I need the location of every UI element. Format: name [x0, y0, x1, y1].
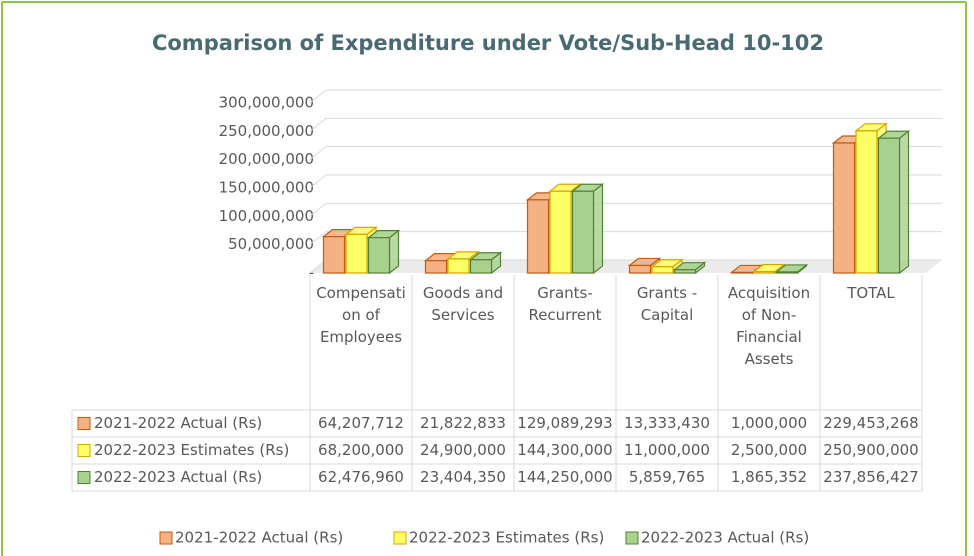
category-cell: Grants - Capital — [636, 284, 698, 324]
table-value: 11,000,000 — [624, 441, 710, 459]
table-value: 1,865,352 — [731, 468, 807, 486]
bar-front — [447, 258, 470, 274]
row-label: 2022-2023 Actual (Rs) — [94, 468, 262, 486]
table-value: 23,404,350 — [420, 468, 506, 486]
table-value: 2,500,000 — [731, 441, 807, 459]
category-cell: Acquisition of Non-Financial Assets — [727, 284, 811, 368]
table-value: 129,089,293 — [517, 414, 612, 432]
bar — [366, 229, 401, 275]
category-cell: Goods and Services — [422, 284, 504, 324]
bar-front — [730, 271, 754, 274]
bar-front — [549, 190, 572, 274]
table-value: 24,900,000 — [420, 441, 506, 459]
x-tick-label: Goods and Services — [422, 284, 504, 324]
legend-key — [625, 531, 639, 545]
legend-label: 2022-2023 Estimates (Rs) — [409, 529, 604, 547]
chart-title: Comparison of Expenditure under Vote/Sub… — [152, 31, 824, 55]
table-value: 62,476,960 — [318, 468, 404, 486]
legend-key — [77, 444, 91, 457]
bar-front — [345, 233, 368, 274]
bar-front — [628, 264, 652, 274]
bar-front — [832, 142, 856, 274]
x-tick-label: Acquisition of Non-Financial Assets — [727, 284, 811, 368]
bar-front — [775, 271, 799, 274]
bar-front — [469, 259, 493, 274]
category-cell: TOTAL — [847, 284, 895, 302]
bar — [876, 129, 911, 275]
table-value: 1,000,000 — [731, 414, 807, 432]
bar — [774, 263, 809, 275]
grid-line — [309, 231, 942, 246]
bar-side — [592, 183, 604, 275]
bar-front — [526, 199, 550, 274]
category-cell: Compensation of Employees — [316, 284, 406, 346]
bar-front — [673, 269, 697, 274]
legend-key — [159, 531, 173, 545]
y-tick-label: 200,000,000 — [219, 150, 314, 168]
grid-line — [309, 146, 942, 161]
table-value: 21,822,833 — [420, 414, 506, 432]
table-value: 68,200,000 — [318, 441, 404, 459]
y-tick-label: 250,000,000 — [219, 122, 314, 140]
x-tick-label: Grants-Recurrent — [528, 284, 602, 324]
bar — [570, 183, 605, 275]
bar-front — [651, 266, 674, 274]
legend-label: 2022-2023 Actual (Rs) — [641, 529, 809, 547]
table-value: 64,207,712 — [318, 414, 404, 432]
grid-line — [309, 202, 942, 217]
bar-front — [367, 236, 391, 274]
table-value: 13,333,430 — [624, 414, 710, 432]
legend-label: 2021-2022 Actual (Rs) — [175, 529, 343, 547]
grid-line — [309, 89, 942, 104]
category-cell: Grants-Recurrent — [528, 284, 602, 324]
legend-key — [393, 531, 407, 545]
bar-side — [898, 129, 910, 275]
grid-line — [309, 117, 942, 132]
x-tick-label: TOTAL — [847, 284, 895, 302]
bar — [468, 251, 503, 275]
y-tick-label: 150,000,000 — [219, 179, 314, 197]
table-value: 250,900,000 — [823, 441, 918, 459]
table-value: 5,859,765 — [629, 468, 705, 486]
y-tick-label: 100,000,000 — [219, 207, 314, 225]
legend-key — [77, 417, 91, 430]
table-value: 237,856,427 — [823, 468, 918, 486]
bar-front — [753, 270, 776, 274]
x-tick-label: Grants - Capital — [636, 284, 698, 324]
bar-front — [424, 260, 448, 274]
y-tick-label: 50,000,000 — [228, 235, 314, 253]
table-value: 144,250,000 — [517, 468, 612, 486]
row-label: 2022-2023 Estimates (Rs) — [94, 441, 289, 459]
bar-front — [571, 190, 595, 274]
table-value: 144,300,000 — [517, 441, 612, 459]
grid-line — [309, 174, 942, 189]
legend-key — [77, 471, 91, 484]
bar-front — [322, 236, 346, 274]
table-value: 229,453,268 — [823, 414, 918, 432]
bar-front — [855, 130, 878, 274]
bar — [344, 226, 378, 275]
y-tick-label: 300,000,000 — [219, 94, 314, 112]
bar-front — [877, 137, 901, 274]
bar — [672, 261, 707, 275]
row-label: 2021-2022 Actual (Rs) — [94, 414, 262, 432]
x-tick-label: Compensation of Employees — [316, 284, 406, 346]
